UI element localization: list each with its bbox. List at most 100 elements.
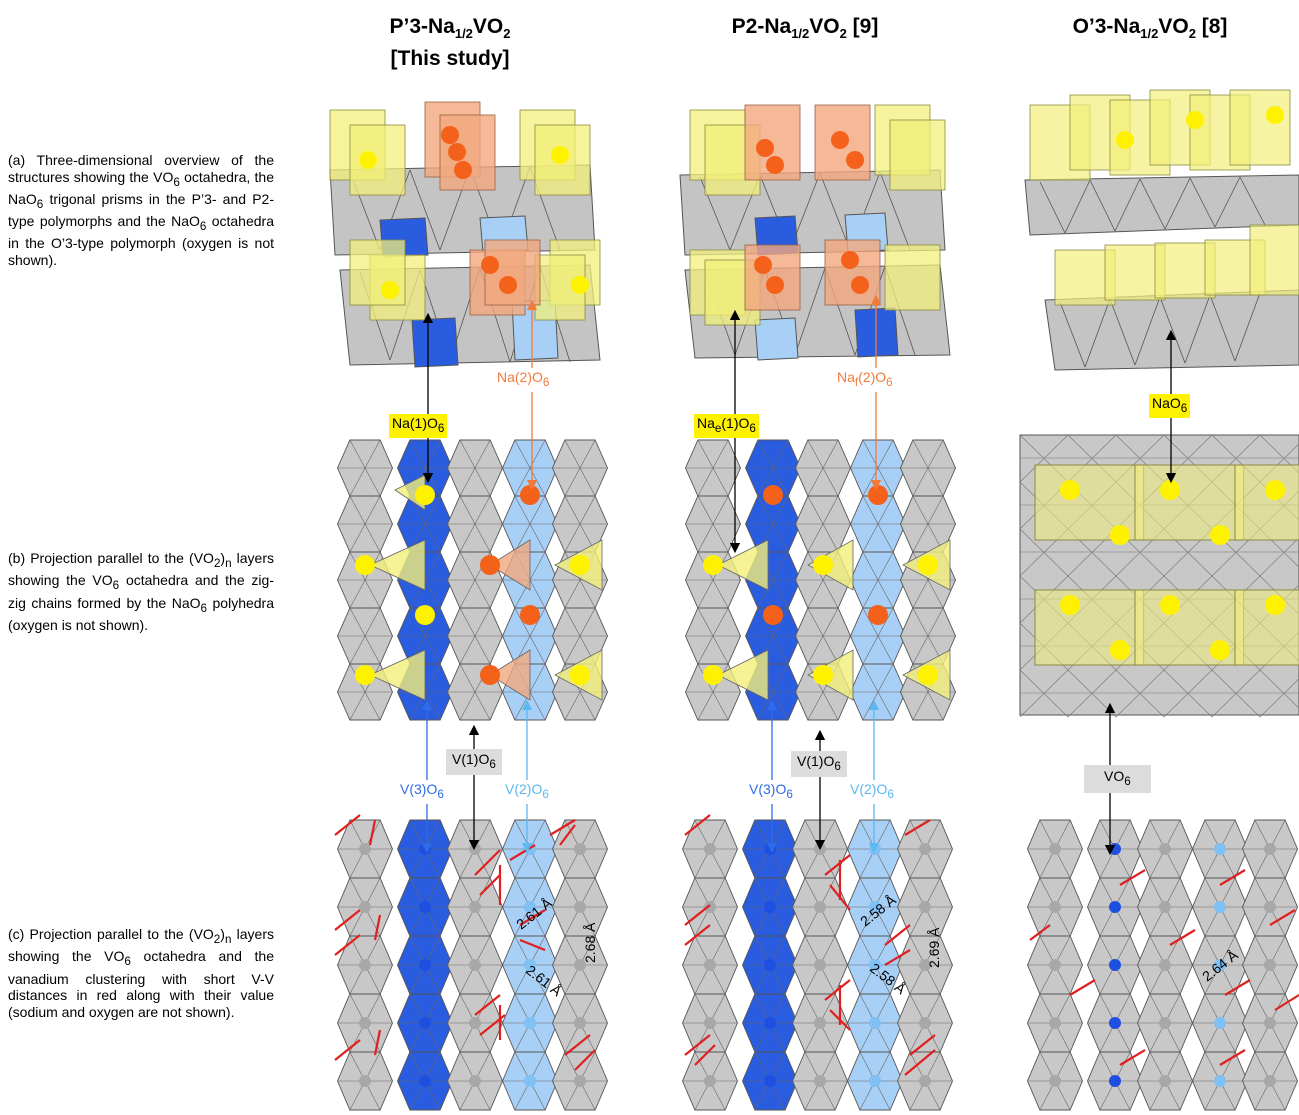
octahedron-edge <box>900 439 956 497</box>
v-atom <box>919 959 931 971</box>
v-atom <box>574 843 586 855</box>
short-vv-bond <box>564 1034 591 1056</box>
label-p2-v2: V(2)O6 <box>850 780 894 804</box>
na1-prism <box>717 649 769 701</box>
na1-atom <box>415 605 435 625</box>
octahedron-edge <box>685 607 741 665</box>
octahedron-edge <box>850 663 906 721</box>
short-vv-bond <box>904 819 931 836</box>
short-vv-bond <box>559 824 576 846</box>
octahedron-edge <box>552 439 608 497</box>
na2-atom <box>480 555 500 575</box>
na1-atom <box>355 665 375 685</box>
short-vv-bond <box>684 814 711 836</box>
na-atom <box>1110 525 1130 545</box>
v-atom <box>469 1075 481 1087</box>
na1-atom <box>918 555 938 575</box>
octahedron-edge <box>337 439 393 497</box>
v-atom <box>869 1075 881 1087</box>
octahedron-edge <box>447 439 503 497</box>
column-title-o3: O’3-Na1/2VO2 [8] <box>1072 15 1228 42</box>
short-vv-bond <box>368 819 377 846</box>
label-o3-vo: VO6 <box>1084 765 1151 793</box>
octahedron-edge <box>795 495 851 553</box>
short-vv-bond <box>1219 1049 1246 1066</box>
v-atom <box>419 1017 431 1029</box>
v-atom <box>524 1017 536 1029</box>
short-vv-bond <box>334 1039 361 1061</box>
v-atom <box>814 901 826 913</box>
short-vv-bond <box>1119 869 1146 886</box>
v-atom <box>469 901 481 913</box>
octahedron-edge <box>1163 669 1213 718</box>
v-atom <box>869 901 881 913</box>
v-atom <box>469 1017 481 1029</box>
label-p2-na1: Nae(1)O6 <box>694 414 759 438</box>
v-atom <box>1214 901 1226 913</box>
v-atom <box>704 1075 716 1087</box>
v-atom <box>1214 1017 1226 1029</box>
short-vv-bond <box>1029 924 1051 941</box>
v-atom <box>1049 843 1061 855</box>
label-p3-na1: Na(1)O6 <box>389 414 448 438</box>
v-atom <box>1264 1075 1276 1087</box>
v-atom <box>1214 1075 1226 1087</box>
v-atom <box>919 843 931 855</box>
short-vv-bond <box>1069 979 1096 996</box>
v-atom <box>1264 959 1276 971</box>
octahedron-edge <box>1211 669 1261 718</box>
short-vv-bond <box>1224 979 1251 996</box>
v-atom <box>1109 959 1121 971</box>
v-atom <box>359 1017 371 1029</box>
octahedron-edge <box>850 607 906 665</box>
caption-b: (b) Projection parallel to the (VO2)n la… <box>8 550 275 633</box>
short-vv-bond <box>884 949 911 966</box>
octahedron-edge <box>502 607 558 665</box>
short-vv-bond <box>824 854 851 876</box>
v-atom <box>1214 959 1226 971</box>
panel-c-p3-projection <box>334 814 608 1111</box>
short-vv-bond <box>694 1044 716 1066</box>
column-title-p3: P’3-Na1/2VO2 [This study] <box>389 15 511 71</box>
v-atom <box>359 843 371 855</box>
v-atom <box>764 901 776 913</box>
v-atom <box>704 843 716 855</box>
label-p2-v3: V(3)O6 <box>749 780 793 804</box>
octahedron-edge <box>795 607 851 665</box>
na2-prism <box>489 539 531 591</box>
short-vv-bond <box>479 874 501 896</box>
na-atom <box>1060 595 1080 615</box>
na1-atom <box>918 665 938 685</box>
na1-atom <box>355 555 375 575</box>
na1-atom <box>415 485 435 505</box>
v-atom <box>919 1075 931 1087</box>
v-atom <box>1109 1075 1121 1087</box>
panel-c-o3-projection <box>1027 819 1299 1111</box>
short-vv-bond <box>824 979 851 1001</box>
panel-b-o3-projection <box>1019 434 1299 718</box>
octahedron-edge <box>850 495 906 553</box>
v-atom <box>524 901 536 913</box>
short-vv-bond <box>1119 1049 1146 1066</box>
na1-atom <box>813 665 833 685</box>
v-atom <box>1159 1075 1171 1087</box>
caption-a: (a) Three-dimensional overview of the st… <box>8 152 274 268</box>
label-p2-v1: V(1)O6 <box>791 751 847 777</box>
v-atom <box>359 1075 371 1087</box>
na2-atom <box>763 605 783 625</box>
caption-c: (c) Projection parallel to the (VO2)n la… <box>8 926 274 1020</box>
na1-prism <box>369 539 426 591</box>
short-vv-bond <box>1269 909 1296 926</box>
na-atom <box>1210 640 1230 660</box>
v-atom <box>1264 901 1276 913</box>
distance-p2-vertical: 2.69 Å <box>926 927 942 968</box>
v-atom <box>574 959 586 971</box>
label-p3-na2: Na(2)O6 <box>497 368 550 392</box>
short-vv-bond <box>909 1034 936 1056</box>
short-vv-bond <box>373 914 382 941</box>
octahedron-edge <box>1259 669 1299 718</box>
panel-b-p3-projection <box>337 439 608 721</box>
v-atom <box>1049 901 1061 913</box>
short-vv-bond <box>334 934 361 956</box>
v-atom <box>704 1017 716 1029</box>
